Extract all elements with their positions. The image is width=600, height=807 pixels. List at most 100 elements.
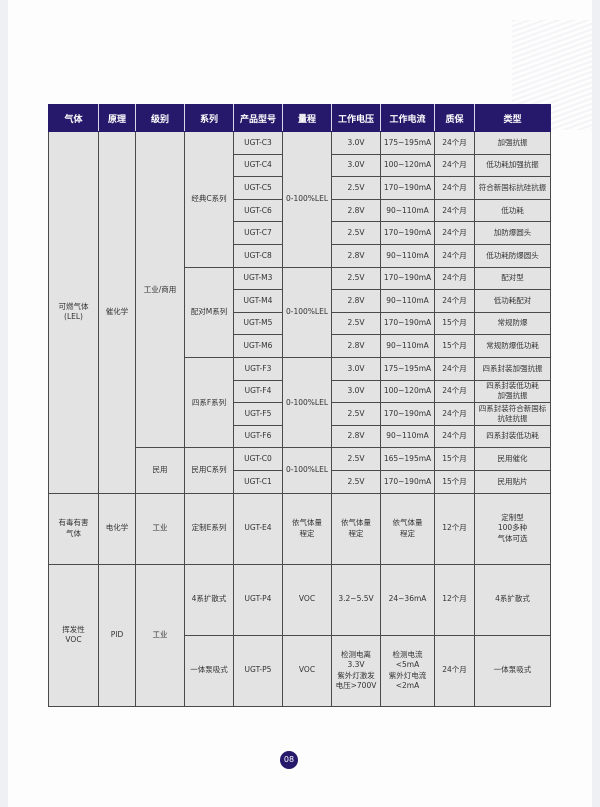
table-cell: 90~110mA	[380, 289, 435, 313]
table-cell: 低功耗加强抗振	[474, 153, 551, 178]
table-cell: UGT-P4	[233, 563, 283, 636]
table-cell: UGT-C4	[233, 153, 283, 178]
table-cell: UGT-M3	[233, 266, 283, 291]
table-cell: 低功耗防爆圆头	[474, 243, 551, 268]
table-cell: VOC	[282, 563, 332, 636]
column-header: 工作电压	[331, 104, 381, 132]
table-cell: 24个月	[434, 402, 475, 426]
table-cell: 挥发性 VOC	[48, 563, 99, 707]
table-cell: 2.8V	[331, 334, 381, 358]
table-cell: 175~195mA	[380, 131, 435, 155]
table-cell: 四系封装低功耗 加强抗振	[474, 379, 551, 404]
table-cell: 一体泵吸式	[474, 634, 551, 707]
table-cell: UGT-C5	[233, 176, 283, 200]
table-cell: 工业	[135, 492, 185, 565]
table-cell: 常规防爆低功耗	[474, 334, 551, 358]
table-cell: 2.5V	[331, 266, 381, 291]
table-cell: 定制E系列	[184, 492, 234, 565]
table-cell: 24个月	[434, 198, 475, 223]
column-header: 质保	[434, 104, 475, 132]
column-header: 原理	[98, 104, 136, 132]
table-row: UGT-C8 2.8V 90~110mA 24个月 低功耗防爆圆头	[49, 243, 551, 268]
table-cell: 定制型 100多种 气体可选	[474, 492, 551, 565]
table-cell: 依气体量 程定	[282, 492, 332, 565]
table-cell: 常规防爆	[474, 311, 551, 336]
table-row: UGT-M5 2.5V 170~190mA 15个月 常规防爆	[49, 311, 551, 336]
table-cell: 24个月	[434, 379, 475, 404]
table-row: 有毒有害 气体 电化学 工业 定制E系列 UGT-E4 依气体量 程定 依气体量 程定 依气体…	[48, 492, 551, 565]
table-cell: 15个月	[434, 311, 475, 336]
table-row: UGT-C5 2.5V 170~190mA 24个月 符合新国标抗硅抗振	[49, 176, 551, 200]
table-cell: 检测电流 <5mA 紫外灯电流 <2mA	[380, 634, 435, 707]
table-row: UGT-C4 3.0V 100~120mA 24个月 低功耗加强抗振	[49, 153, 551, 178]
table-cell: 民用催化	[474, 447, 551, 471]
table-cell: 24个月	[434, 266, 475, 291]
table-cell: 检测电离 3.3V 紫外灯激发 电压>700V	[331, 634, 381, 707]
column-header: 类型	[474, 104, 551, 132]
column-header: 量程	[282, 104, 332, 132]
table-cell: 15个月	[434, 447, 475, 471]
table-cell: 4系扩散式	[474, 563, 551, 636]
table-cell: 24个月	[434, 424, 475, 449]
table-cell: 165~195mA	[380, 447, 435, 471]
table-cell: 四系封装低功耗	[474, 424, 551, 449]
table-row: 民用 民用C系列 UGT-C0 0-100%LEL 2.5V 165~195mA 15个月民…	[49, 447, 551, 494]
table-cell: 电化学	[98, 492, 136, 565]
column-header: 产品型号	[233, 104, 283, 132]
column-header: 级别	[135, 104, 185, 132]
table-cell: 24个月	[434, 356, 475, 381]
table-row: UGT-F6 2.8V 90~110mA 24个月 四系封装低功耗	[49, 424, 551, 449]
table-cell: 2.5V	[331, 469, 381, 494]
column-header: 系列	[184, 104, 234, 132]
table-cell: VOC	[282, 634, 332, 707]
table-cell: 四系F系列	[184, 356, 234, 449]
table-cell: 12个月	[434, 563, 475, 636]
table-cell: UGT-C6	[233, 198, 283, 223]
table-cell: 170~190mA	[380, 402, 435, 426]
table-cell: UGT-C3	[233, 131, 283, 155]
table-cell: 24个月	[434, 289, 475, 313]
table-cell: 一体泵吸式	[184, 634, 234, 707]
table-cell: 可燃气体 (LEL)	[48, 131, 99, 494]
table-cell: 3.2~5.5V	[331, 563, 381, 636]
table-cell: 2.8V	[331, 243, 381, 268]
table-row: 可燃气体 (LEL) 催化学 工业/商用 经典C系列 UGT-C3 0-100%LEL 3.…	[48, 130, 551, 494]
page-number: 08	[280, 751, 298, 769]
table-cell: 100~120mA	[380, 153, 435, 178]
table-cell: 90~110mA	[380, 424, 435, 449]
table-cell: 3.0V	[331, 153, 381, 178]
table-cell: UGT-C7	[233, 221, 283, 245]
table-cell: 民用贴片	[474, 469, 551, 494]
table-row: UGT-C1 2.5V 170~190mA 15个月 民用贴片	[49, 469, 551, 494]
table-cell: 2.8V	[331, 424, 381, 449]
table-cell: 2.8V	[331, 289, 381, 313]
table-cell: 有毒有害 气体	[48, 492, 99, 565]
table-row: UGT-F4 3.0V 100~120mA 24个月 四系封装低功耗 加强抗振	[49, 379, 551, 404]
table-cell: UGT-C0	[233, 447, 283, 471]
table-cell: 2.5V	[331, 176, 381, 200]
table-cell: 24~36mA	[380, 563, 435, 636]
table-cell: 0-100%LEL	[282, 356, 332, 449]
table-cell: 加防爆圆头	[474, 221, 551, 245]
table-cell: 90~110mA	[380, 334, 435, 358]
table-cell: 2.5V	[331, 447, 381, 471]
table-cell: UGT-F3	[233, 356, 283, 381]
table-cell: 170~190mA	[380, 176, 435, 200]
table-row: 配对M系列 UGT-M3 0-100%LEL 2.5V 170~190mA 24个月 配对型	[49, 266, 551, 358]
table-row: 四系F系列 UGT-F3 0-100%LEL 3.0V 175~195mA 24个月 四系封…	[49, 356, 551, 449]
table-cell: 24个月	[434, 153, 475, 178]
table-row: UGT-C6 2.8V 90~110mA 24个月 低功耗	[49, 198, 551, 223]
table-cell: 民用C系列	[184, 447, 234, 494]
table-cell: 24个月	[434, 243, 475, 268]
table-cell: 民用	[135, 447, 185, 494]
table-cell: 低功耗	[474, 198, 551, 223]
table-cell: UGT-M4	[233, 289, 283, 313]
table-header-row: 气体 原理 级别 系列 产品型号 量程 工作电压 工作电流 质保 类型	[48, 104, 551, 132]
table-cell: 170~190mA	[380, 266, 435, 291]
table-cell: UGT-F6	[233, 424, 283, 449]
table-cell: 四系封装加强抗振	[474, 356, 551, 381]
table-cell: 170~190mA	[380, 221, 435, 245]
table-cell: 90~110mA	[380, 198, 435, 223]
table-cell: UGT-C8	[233, 243, 283, 268]
table-cell: 24个月	[434, 634, 475, 707]
